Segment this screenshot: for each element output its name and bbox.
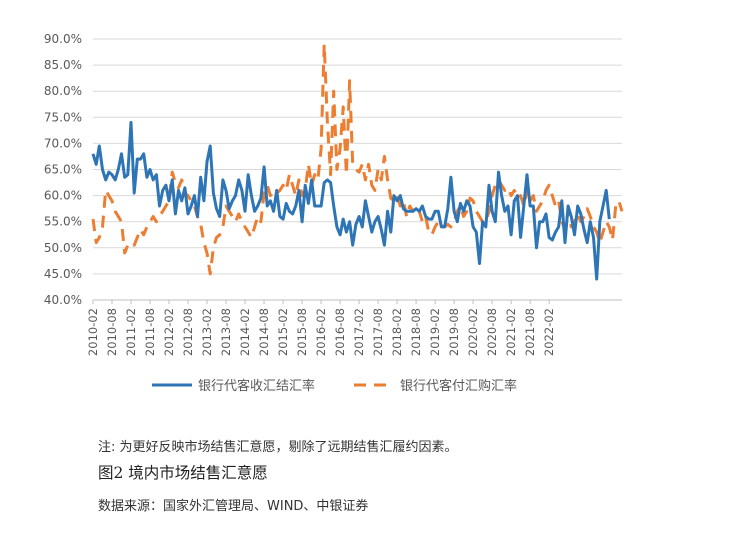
x-tick-label: 2019-02 bbox=[428, 308, 442, 356]
x-tick-label: 2012-08 bbox=[181, 308, 195, 356]
x-tick-label: 2011-08 bbox=[143, 308, 157, 356]
x-tick-label: 2017-02 bbox=[352, 308, 366, 356]
x-tick-label: 2010-08 bbox=[105, 308, 119, 356]
x-tick-label: 2016-08 bbox=[333, 308, 347, 356]
x-tick-label: 2012-02 bbox=[162, 308, 176, 356]
y-tick-label: 80.0% bbox=[44, 84, 82, 98]
data-source: 数据来源：国家外汇管理局、WIND、中银证券 bbox=[98, 499, 369, 514]
x-tick-label: 2015-08 bbox=[295, 308, 309, 356]
x-tick-label: 2014-08 bbox=[257, 308, 271, 356]
x-tick-label: 2014-02 bbox=[238, 308, 252, 356]
y-tick-label: 50.0% bbox=[44, 241, 82, 255]
y-axis-ticks: 40.0% 45.0% 50.0% 55.0% 60.0% 65.0% 70.0% 75.0%… bbox=[44, 32, 82, 307]
x-tick-label: 2020-02 bbox=[466, 308, 480, 356]
legend: 银行代客收汇结汇率 银行代客付汇购汇率 bbox=[152, 378, 517, 394]
x-tick-label: 2010-02 bbox=[86, 308, 100, 356]
x-tick-label: 2016-02 bbox=[314, 308, 328, 356]
y-tick-label: 85.0% bbox=[44, 58, 82, 72]
x-tick-label: 2017-08 bbox=[371, 308, 385, 356]
y-tick-label: 70.0% bbox=[44, 136, 82, 150]
x-tick-label: 2021-02 bbox=[504, 308, 518, 356]
legend-label-series1: 银行代客收汇结汇率 bbox=[198, 378, 315, 394]
x-axis bbox=[92, 299, 622, 304]
x-tick-label: 2022-02 bbox=[542, 308, 556, 356]
x-tick-label: 2021-08 bbox=[523, 308, 537, 356]
legend-label-series2: 银行代客付汇购汇率 bbox=[400, 378, 517, 394]
x-tick-label: 2013-08 bbox=[219, 308, 233, 356]
series-line-1 bbox=[91, 121, 611, 281]
chart-note: 注: 为更好反映市场结售汇意愿，剔除了远期结售汇履约因素。 bbox=[98, 440, 458, 455]
y-tick-label: 75.0% bbox=[44, 110, 82, 124]
x-tick-label: 2013-02 bbox=[200, 308, 214, 356]
x-tick-label: 2018-02 bbox=[390, 308, 404, 356]
series-layer bbox=[91, 42, 624, 281]
line-chart: 40.0% 45.0% 50.0% 55.0% 60.0% 65.0% 70.0% 75.0%… bbox=[44, 32, 624, 394]
x-tick-label: 2019-08 bbox=[447, 308, 461, 356]
x-axis-ticks: 2010-02 2010-08 2011-02 2011-08 2012-02 2012-… bbox=[86, 308, 556, 356]
x-tick-label: 2020-08 bbox=[485, 308, 499, 356]
y-tick-label: 45.0% bbox=[44, 267, 82, 281]
y-tick-label: 90.0% bbox=[44, 32, 82, 46]
y-tick-label: 40.0% bbox=[44, 293, 82, 307]
x-tick-label: 2015-02 bbox=[276, 308, 290, 356]
gridlines bbox=[93, 38, 622, 275]
x-tick-label: 2011-02 bbox=[124, 308, 138, 356]
x-tick-label: 2018-08 bbox=[409, 308, 423, 356]
y-tick-label: 60.0% bbox=[44, 189, 82, 203]
figure-title: 图2 境内市场结售汇意愿 bbox=[98, 464, 268, 482]
series-line-2 bbox=[91, 42, 624, 276]
y-tick-label: 65.0% bbox=[44, 163, 82, 177]
y-tick-label: 55.0% bbox=[44, 215, 82, 229]
